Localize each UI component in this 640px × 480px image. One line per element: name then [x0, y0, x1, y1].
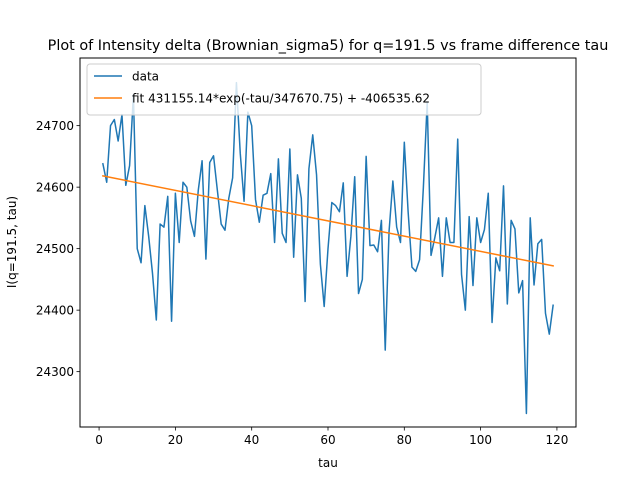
- series-line-fit: [102, 175, 554, 267]
- x-tick-label: 0: [95, 433, 103, 447]
- x-axis-ticks: 0 20 40 60 80 100 120: [95, 427, 568, 447]
- y-tick-label: 24700: [36, 119, 74, 133]
- y-tick-label: 24500: [36, 242, 74, 256]
- x-tick-label: 100: [469, 433, 492, 447]
- x-tick-label: 20: [168, 433, 183, 447]
- legend: data fit 431155.14*exp(-tau/347670.75) +…: [86, 63, 482, 116]
- series-layer: [102, 81, 554, 415]
- y-axis-label: I(q=191.5, tau): [5, 196, 19, 288]
- series-line-data: [102, 81, 554, 415]
- legend-box: [86, 63, 482, 116]
- legend-label-fit: fit 431155.14*exp(-tau/347670.75) + -406…: [132, 92, 430, 106]
- x-tick-label: 60: [320, 433, 335, 447]
- x-axis-label: tau: [318, 456, 338, 470]
- legend-label-data: data: [132, 70, 159, 84]
- x-tick-label: 40: [244, 433, 259, 447]
- y-tick-label: 24600: [36, 180, 74, 194]
- y-tick-label: 24400: [36, 303, 74, 317]
- x-tick-label: 80: [397, 433, 412, 447]
- y-axis-ticks: 24300 24400 24500 24600 24700: [36, 119, 80, 379]
- y-tick-label: 24300: [36, 365, 74, 379]
- chart-title: Plot of Intensity delta (Brownian_sigma5…: [48, 38, 609, 54]
- x-tick-label: 120: [545, 433, 568, 447]
